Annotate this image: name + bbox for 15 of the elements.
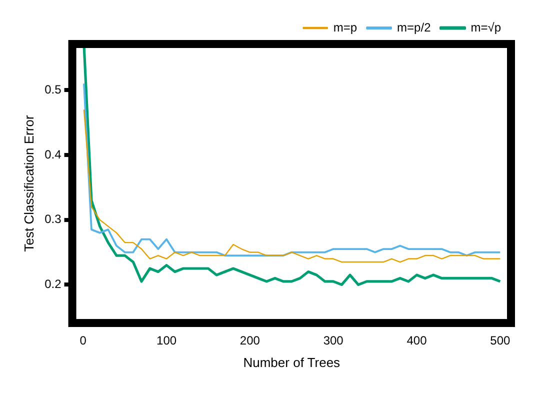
- x-axis-title: Number of Trees: [243, 354, 341, 370]
- legend-label: m=√p: [470, 20, 502, 34]
- legend-label: m=p: [333, 20, 358, 34]
- x-tick-label: 0: [80, 334, 87, 348]
- x-tick-label: 100: [156, 334, 177, 348]
- legend-label: m=p/2: [397, 20, 432, 34]
- x-tick-label: 200: [240, 334, 260, 348]
- y-tick-label: 0.4: [44, 147, 62, 162]
- x-tick-label: 300: [323, 334, 344, 348]
- x-tick-label: 500: [490, 334, 510, 348]
- y-tick-label: 0.2: [44, 277, 62, 292]
- y-axis-title: Test Classification Error: [21, 114, 36, 252]
- x-tick-label: 400: [406, 334, 428, 348]
- y-tick-label: 0.5: [44, 82, 62, 96]
- y-tick-label: 0.3: [44, 212, 62, 226]
